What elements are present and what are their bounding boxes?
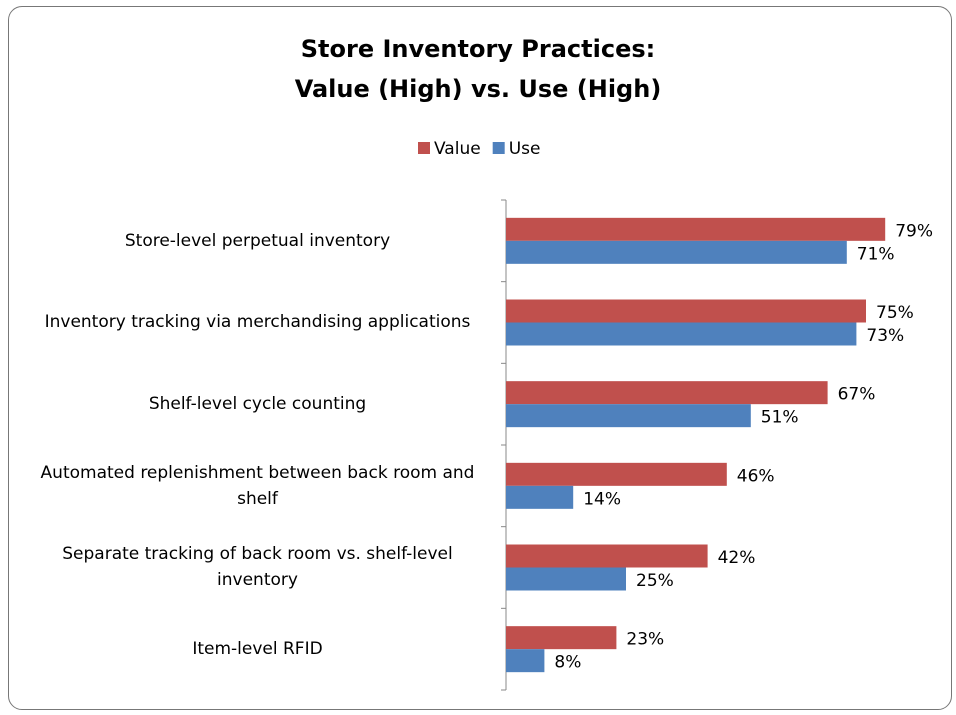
bar <box>506 485 574 509</box>
category-label: Shelf-level cycle counting <box>148 394 367 415</box>
legend-label: Use <box>509 139 541 159</box>
data-label: 73% <box>866 326 904 346</box>
chart-title: Value (High) vs. Use (High) <box>295 75 662 103</box>
data-label: 23% <box>626 630 664 650</box>
data-label: 67% <box>838 385 876 405</box>
data-label: 42% <box>718 548 756 568</box>
bar <box>506 567 626 591</box>
bar <box>506 462 727 486</box>
bar <box>506 299 866 323</box>
bar <box>506 240 847 264</box>
bar <box>506 544 708 568</box>
data-label: 8% <box>554 653 581 673</box>
chart-frame <box>8 6 952 710</box>
category-label: Automated replenishment between back roo… <box>40 462 475 509</box>
data-label: 46% <box>737 466 775 486</box>
legend-swatch <box>492 142 505 154</box>
legend-label: Value <box>434 139 481 159</box>
category-label: Inventory tracking via merchandising app… <box>44 312 471 333</box>
bar <box>506 626 617 650</box>
chart-title: Store Inventory Practices: <box>301 35 655 63</box>
data-label: 79% <box>895 221 933 241</box>
data-label: 71% <box>857 244 895 264</box>
data-label: 25% <box>636 571 674 591</box>
category-label: Store-level perpetual inventory <box>124 230 391 251</box>
bar <box>506 381 828 405</box>
bar <box>506 217 886 241</box>
legend-swatch <box>418 142 430 154</box>
data-label: 51% <box>761 408 799 428</box>
bar <box>506 322 857 346</box>
data-label: 75% <box>876 303 914 323</box>
category-label: Separate tracking of back room vs. shelf… <box>62 544 453 591</box>
data-label: 14% <box>583 489 621 509</box>
bar <box>506 649 545 673</box>
category-label: Item-level RFID <box>192 639 323 660</box>
bar <box>506 404 751 428</box>
